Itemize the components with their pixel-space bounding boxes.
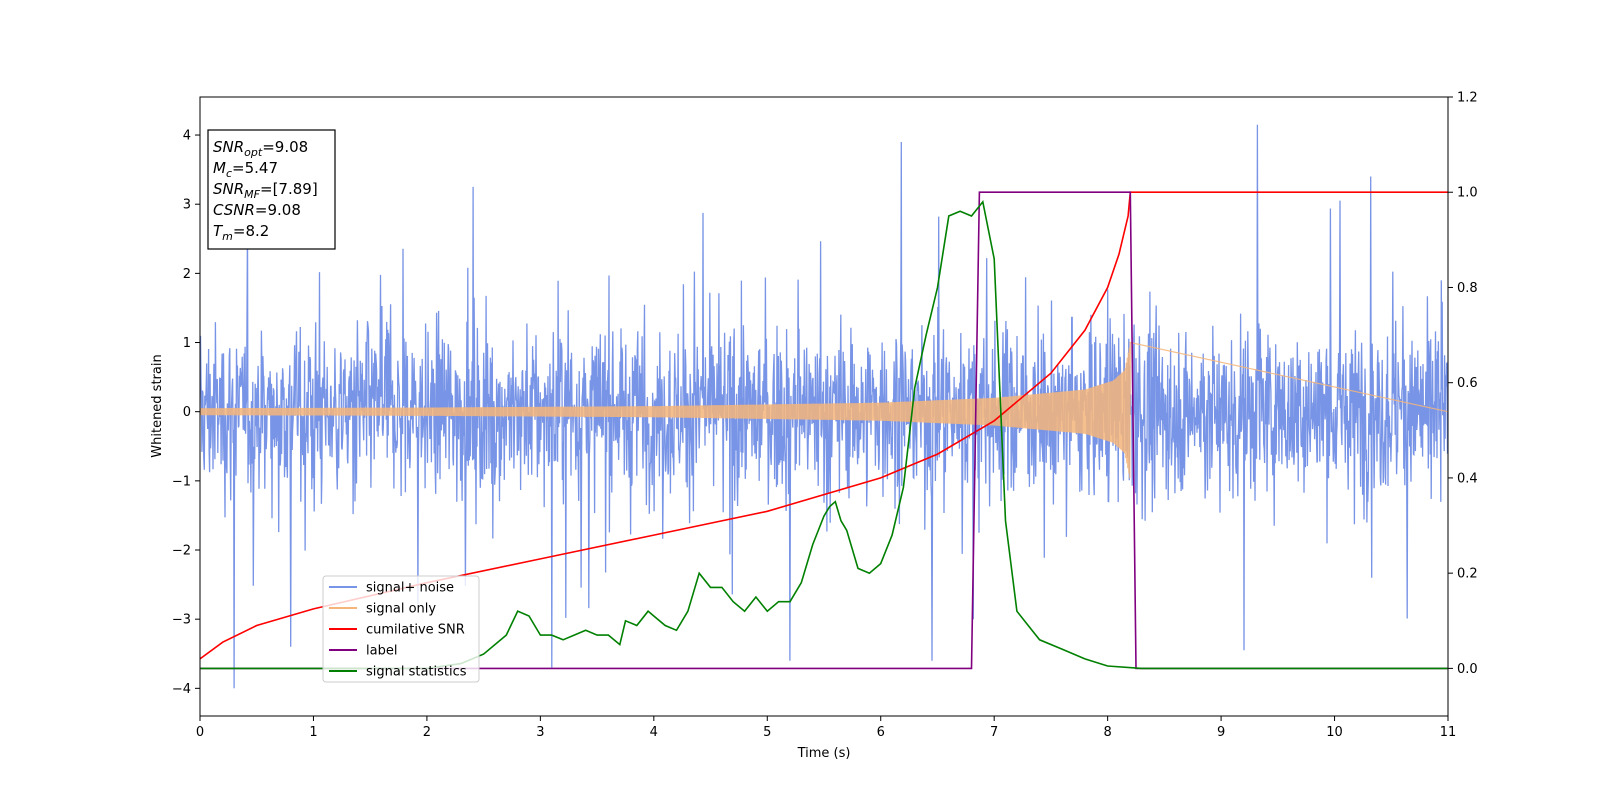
legend-frame	[322, 575, 480, 683]
x-tick-label: 2	[423, 725, 431, 740]
legend-entry-label: signal+ noise	[366, 581, 454, 596]
stats-box-line: SNRopt=9.08	[213, 138, 308, 159]
x-tick-label: 10	[1326, 725, 1343, 740]
x-tick-label: 11	[1440, 725, 1457, 740]
y-tick-label-left: 2	[183, 267, 191, 282]
series-line-signal-noise	[200, 124, 1448, 689]
y-tick-label-right: 1.0	[1457, 186, 1478, 201]
legend-entry-label: signal only	[366, 602, 436, 617]
y-tick-label-left: −1	[172, 474, 191, 489]
y-tick-label-right: 0.0	[1457, 662, 1478, 677]
x-tick-label: 8	[1103, 725, 1111, 740]
stats-box-line: Tm=8.2	[213, 222, 269, 243]
y-tick-label-left: 3	[183, 198, 191, 213]
y-axis-label: Whitened strain	[150, 354, 165, 457]
y-tick-label-left: 0	[183, 405, 191, 420]
y-tick-label-left: −2	[172, 544, 191, 559]
legend-entry-label: label	[366, 644, 397, 659]
x-tick-label: 6	[877, 725, 885, 740]
x-tick-label: 9	[1217, 725, 1225, 740]
series-line-cumilative-snr	[200, 191, 1448, 660]
y-tick-label-right: 0.4	[1457, 471, 1478, 486]
y-tick-label-left: −4	[172, 682, 191, 697]
series-layer	[200, 124, 1448, 689]
stats-box-line: Mc=5.47	[213, 159, 278, 180]
x-tick-label: 4	[650, 725, 658, 740]
x-axis-label: Time (s)	[797, 746, 851, 761]
x-tick-label: 5	[763, 725, 771, 740]
y-tick-label-right: 0.8	[1457, 281, 1478, 296]
legend-entry-label: cumilative SNR	[366, 623, 465, 638]
y-tick-label-right: 1.2	[1457, 91, 1478, 106]
legend-entry-label: signal statistics	[366, 665, 467, 680]
y-tick-label-left: 4	[183, 129, 191, 144]
axes-layer: 0 1 2 3 4 5 6 7 8 9 10 11 −4 −3 −2 −1 0 1 2 3 4 0.0 0.2 0.4 0.6 0…	[172, 91, 1478, 741]
x-tick-label: 0	[196, 725, 204, 740]
legend: signal+ noise signal only cumilative SNR la…	[322, 575, 480, 683]
stats-box-line: SNRMF=[7.89]	[213, 180, 318, 201]
y-tick-label-right: 0.2	[1457, 567, 1478, 582]
stats-box-line: CSNR=9.08	[213, 201, 301, 219]
y-tick-label-left: −3	[172, 613, 191, 628]
plot-frame	[199, 96, 1449, 717]
y-tick-label-left: 1	[183, 336, 191, 351]
x-tick-label: 1	[309, 725, 317, 740]
y-tick-label-right: 0.6	[1457, 376, 1478, 391]
stats-box-frame	[207, 129, 336, 250]
x-tick-label: 7	[990, 725, 998, 740]
x-tick-label: 3	[536, 725, 544, 740]
series-line-signal-statistics	[200, 199, 1448, 670]
